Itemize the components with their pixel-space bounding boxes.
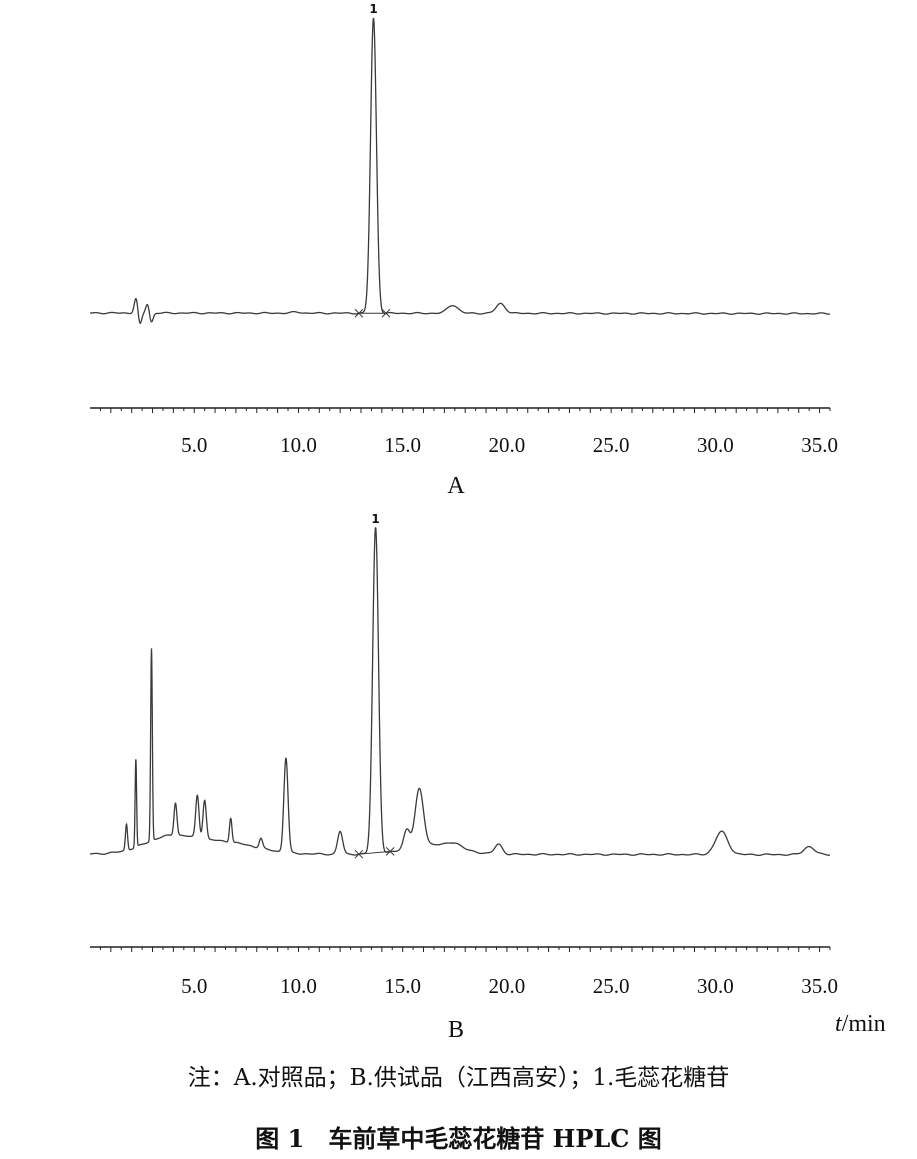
x-tick-label: 10.0	[280, 433, 317, 457]
x-tick-label: 35.0	[801, 433, 838, 457]
x-tick-label: 10.0	[280, 974, 317, 998]
chromatogram-panel-b: 15.0 10.0 15.0 20.0 25.0 30.0 35.0B t/min	[90, 512, 886, 1043]
x-tick-label: 30.0	[697, 974, 734, 998]
x-tick-label: 15.0	[384, 433, 421, 457]
x-tick-label: 20.0	[489, 974, 526, 998]
chromatogram-panel-a: 15.0 10.0 15.0 20.0 25.0 30.0 35.0A	[90, 2, 838, 499]
panel-label: A	[447, 473, 465, 499]
integration-marker	[381, 308, 391, 318]
x-tick-label: 25.0	[593, 974, 630, 998]
peak-label: 1	[371, 512, 379, 526]
chromatogram-trace	[90, 527, 831, 857]
x-tick-label: 5.0	[181, 433, 207, 457]
x-axis-unit-label: t/min	[835, 1011, 886, 1037]
peak-label: 1	[369, 2, 377, 16]
integration-marker	[354, 308, 364, 318]
x-tick-label: 5.0	[181, 974, 207, 998]
x-tick-label: 35.0	[801, 974, 838, 998]
x-tick-label: 20.0	[489, 433, 526, 457]
x-tick-label: 30.0	[697, 433, 734, 457]
figure-note: 注：A.对照品；B.供试品（江西高安）；1.毛蕊花糖苷	[187, 1065, 730, 1091]
panel-label: B	[448, 1017, 464, 1043]
figure-caption: 图 1 车前草中毛蕊花糖苷 HPLC 图	[255, 1124, 662, 1153]
chromatogram-trace	[90, 17, 831, 325]
integration-baseline	[358, 850, 391, 855]
x-tick-label: 15.0	[384, 974, 421, 998]
x-tick-label: 25.0	[593, 433, 630, 457]
integration-marker	[354, 849, 364, 859]
integration-marker	[385, 847, 395, 856]
